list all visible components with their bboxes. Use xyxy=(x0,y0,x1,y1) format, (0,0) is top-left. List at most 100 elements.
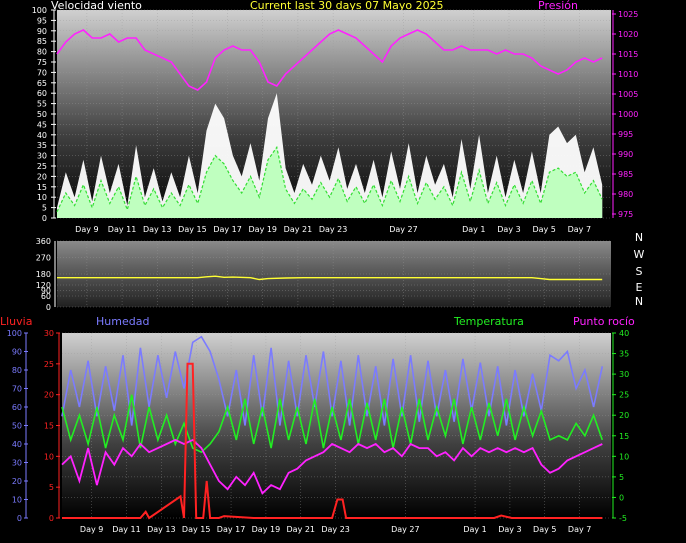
rain-y-tick-label: 15 xyxy=(44,422,54,431)
series-wind-direction xyxy=(57,275,603,281)
pressure-axis-title: Presión xyxy=(538,0,578,12)
humidity-x-tick-label: Day 13 xyxy=(147,525,176,534)
rain-y-tick-label: 0 xyxy=(49,514,54,523)
wind-y-tick-label: 10 xyxy=(37,193,47,202)
wind-y-tick-label: 15 xyxy=(37,183,47,192)
series-wind-avg-fill xyxy=(57,147,603,218)
direction-y-tick-label: 90 xyxy=(41,287,51,296)
humidity-y-tick-label: 80 xyxy=(12,366,22,375)
wind-y-tick-label: 85 xyxy=(37,37,47,46)
direction-y-tick-label: 270 xyxy=(36,254,51,263)
series-rain xyxy=(62,362,603,520)
humidity-y-tick-label: 40 xyxy=(12,440,22,449)
humidity-axis-title: Humedad xyxy=(96,315,150,328)
wind-y-tick-label: 100 xyxy=(32,6,47,15)
series-temperature xyxy=(61,394,604,454)
wind-y-tick-label: 30 xyxy=(37,152,47,161)
humidity-x-tick-label: Day 1 xyxy=(463,525,486,534)
humidity-x-tick-label: Day 5 xyxy=(533,525,556,534)
humidity-x-tick-label: Day 11 xyxy=(112,525,141,534)
pressure-y-tick-label: 985 xyxy=(618,170,633,179)
temp-y-tick-label: 35 xyxy=(619,350,629,359)
temp-y-tick-label: 40 xyxy=(619,329,629,338)
rain-axis-title: Lluvia xyxy=(0,315,33,328)
pressure-y-tick-label: 1015 xyxy=(618,50,638,59)
humidity-x-tick-label: Day 3 xyxy=(498,525,521,534)
series-humidity xyxy=(61,335,604,426)
wind-y-tick-label: 20 xyxy=(37,172,47,181)
humidity-x-tick-label: Day 7 xyxy=(568,525,591,534)
rain-y-tick-label: 30 xyxy=(44,329,54,338)
direction-y-tick-label: 60 xyxy=(41,292,51,301)
humidity-y-tick-label: 30 xyxy=(12,459,22,468)
humidity-y-tick-label: 20 xyxy=(12,477,22,486)
humidity-y-tick-label: 100 xyxy=(7,329,22,338)
direction-y-tick-label: 180 xyxy=(36,270,51,279)
wind-y-tick-label: 70 xyxy=(37,68,47,77)
humidity-x-tick-label: Day 19 xyxy=(252,525,281,534)
rain-y-tick-label: 25 xyxy=(44,360,54,369)
wind-x-tick-label: Day 27 xyxy=(389,225,418,234)
humidity-x-tick-label: Day 9 xyxy=(80,525,103,534)
humidity-x-tick-label: Day 27 xyxy=(391,525,420,534)
wind-x-tick-label: Day 13 xyxy=(143,225,172,234)
wind-y-tick-label: 50 xyxy=(37,110,47,119)
chart-title: Current last 30 days 07 Mayo 2025 xyxy=(250,0,444,12)
wind-y-tick-label: 80 xyxy=(37,48,47,57)
humidity-y-tick-label: 60 xyxy=(12,403,22,412)
temperature-axis-title: Temperatura xyxy=(454,315,524,328)
wind-x-tick-label: Day 3 xyxy=(497,225,520,234)
wind-x-tick-label: Day 21 xyxy=(284,225,313,234)
pressure-y-tick-label: 980 xyxy=(618,190,633,199)
pressure-y-tick-label: 1025 xyxy=(618,10,638,19)
wind-y-tick-label: 55 xyxy=(37,100,47,109)
compass-label: S xyxy=(636,265,643,278)
wind-x-tick-label: Day 1 xyxy=(462,225,485,234)
wind-y-tick-label: 45 xyxy=(37,120,47,129)
wind-y-tick-label: 5 xyxy=(42,204,47,213)
series-wind-avg xyxy=(56,145,603,213)
temp-y-tick-label: 10 xyxy=(619,452,629,461)
wind-x-tick-label: Day 15 xyxy=(178,225,207,234)
humidity-x-tick-label: Day 23 xyxy=(321,525,350,534)
wind-y-tick-label: 60 xyxy=(37,89,47,98)
temp-y-tick-label: 5 xyxy=(619,473,624,482)
direction-y-tick-label: 360 xyxy=(36,237,51,246)
wind-axis-title: Velocidad viento xyxy=(51,0,142,12)
temp-y-tick-label: 0 xyxy=(619,493,624,502)
compass-label: E xyxy=(636,281,643,294)
pressure-y-tick-label: 975 xyxy=(618,210,633,219)
series-dewpoint xyxy=(61,438,603,495)
dewpoint-axis-title: Punto rocío xyxy=(573,315,635,328)
wind-y-tick-label: 65 xyxy=(37,79,47,88)
rain-y-tick-label: 10 xyxy=(44,452,54,461)
humidity-y-tick-label: 50 xyxy=(12,422,22,431)
pressure-y-tick-label: 995 xyxy=(618,130,633,139)
wind-x-tick-label: Day 23 xyxy=(319,225,348,234)
wind-x-tick-label: Day 9 xyxy=(75,225,98,234)
temp-y-tick-label: -5 xyxy=(619,514,627,523)
pressure-y-tick-label: 1010 xyxy=(618,70,638,79)
humidity-x-tick-label: Day 17 xyxy=(217,525,246,534)
wind-x-tick-label: Day 7 xyxy=(568,225,591,234)
wind-x-tick-label: Day 19 xyxy=(249,225,278,234)
rain-y-tick-label: 20 xyxy=(44,391,54,400)
pressure-y-tick-label: 990 xyxy=(618,150,633,159)
pressure-y-tick-label: 1000 xyxy=(618,110,638,119)
wind-x-tick-label: Day 5 xyxy=(532,225,555,234)
wind-y-tick-label: 75 xyxy=(37,58,47,67)
compass-label: W xyxy=(634,248,645,261)
wind-y-tick-label: 95 xyxy=(37,16,47,25)
wind-x-tick-label: Day 17 xyxy=(213,225,242,234)
series-pressure xyxy=(56,29,603,91)
temp-y-tick-label: 20 xyxy=(619,411,629,420)
humidity-y-tick-label: 70 xyxy=(12,385,22,394)
humidity-y-tick-label: 0 xyxy=(17,514,22,523)
pressure-y-tick-label: 1020 xyxy=(618,30,638,39)
direction-y-tick-label: 0 xyxy=(46,303,51,312)
compass-label: N xyxy=(635,231,643,244)
wind-y-tick-label: 35 xyxy=(37,141,47,150)
humidity-y-tick-label: 10 xyxy=(12,496,22,505)
wind-y-tick-label: 90 xyxy=(37,27,47,36)
